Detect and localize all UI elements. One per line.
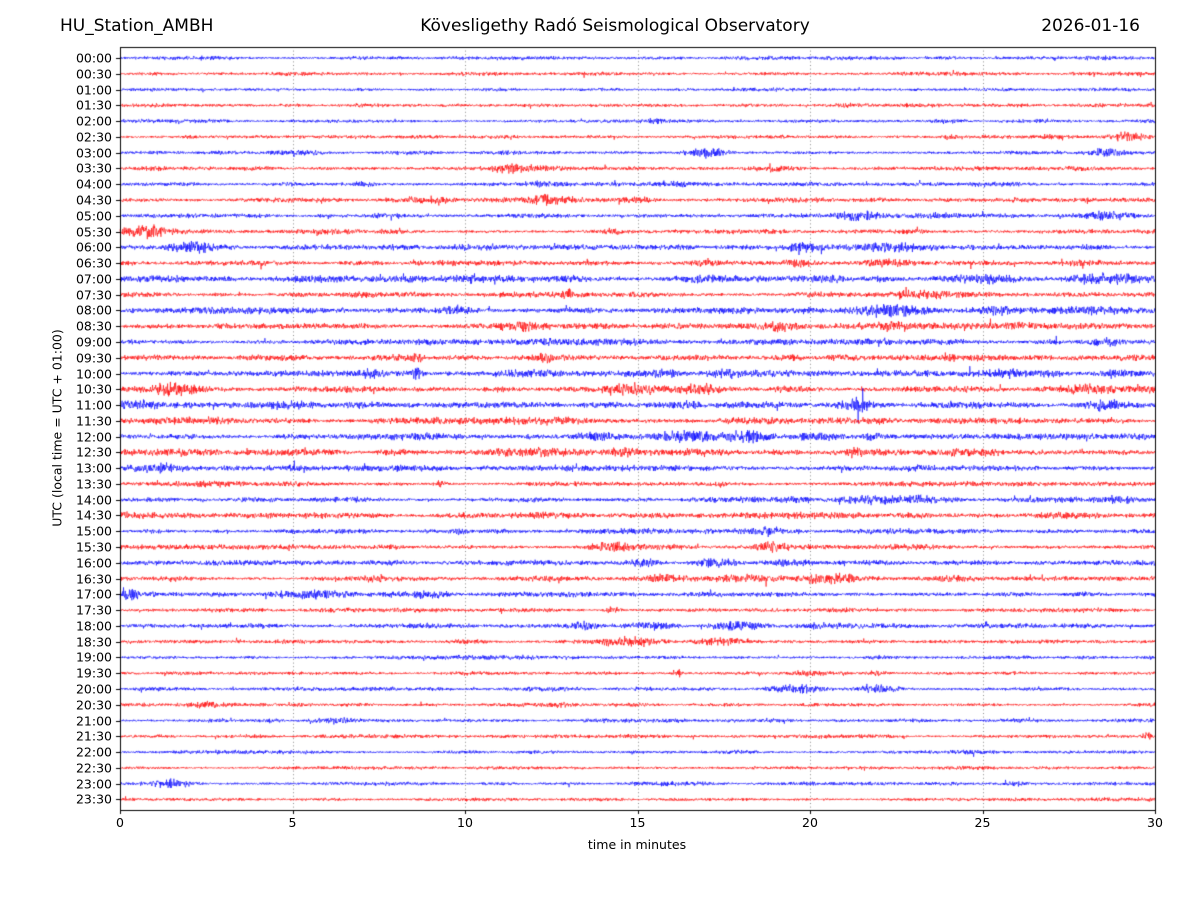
y-tick-label: 03:30 xyxy=(75,160,112,176)
y-tick-label: 20:00 xyxy=(75,681,112,697)
x-axis-label: time in minutes xyxy=(587,837,687,852)
y-axis-label: UTC (local time = UTC + 01:00) xyxy=(49,329,65,527)
y-tick-label: 05:30 xyxy=(75,224,112,240)
y-tick-label: 08:30 xyxy=(75,318,112,334)
x-tick-label: 0 xyxy=(116,815,124,830)
y-tick-label: 12:30 xyxy=(75,444,112,460)
y-tick-label: 10:30 xyxy=(75,381,112,397)
y-tick-label: 18:00 xyxy=(75,618,112,634)
x-tick-label: 25 xyxy=(974,815,991,830)
y-tick-label: 08:00 xyxy=(75,302,112,318)
y-tick-label: 21:30 xyxy=(75,728,112,744)
y-tick-label: 05:00 xyxy=(75,208,112,224)
y-tick-label: 23:00 xyxy=(75,776,112,792)
y-tick-label: 22:00 xyxy=(75,744,112,760)
y-tick-label: 07:00 xyxy=(75,271,112,287)
y-tick-label: 01:30 xyxy=(75,97,112,113)
y-tick-label: 13:00 xyxy=(75,460,112,476)
y-tick-label: 15:30 xyxy=(75,539,112,555)
observatory-title: Kövesligethy Radó Seismological Observat… xyxy=(420,16,810,36)
y-tick-label: 09:30 xyxy=(75,350,112,366)
y-tick-label: 14:00 xyxy=(75,492,112,508)
y-tick-label: 06:30 xyxy=(75,255,112,271)
y-tick-label: 21:00 xyxy=(75,713,112,729)
y-tick-label: 02:00 xyxy=(75,113,112,129)
y-tick-label: 10:00 xyxy=(75,366,112,381)
y-tick-label: 01:00 xyxy=(75,82,112,98)
y-tick-label: 17:00 xyxy=(75,586,112,602)
y-tick-label: 09:00 xyxy=(75,334,112,350)
y-tick-label: 06:00 xyxy=(75,239,112,255)
y-tick-label: 00:00 xyxy=(75,50,112,66)
y-tick-label: 17:30 xyxy=(75,602,112,618)
x-tick-label: 20 xyxy=(802,815,818,830)
y-tick-label: 19:30 xyxy=(75,665,112,681)
y-tick-label: 02:30 xyxy=(75,129,112,145)
station-title: HU_Station_AMBH xyxy=(60,16,214,36)
y-tick-label: 19:00 xyxy=(75,649,112,665)
y-tick-label: 11:00 xyxy=(75,397,112,413)
y-tick-label: 04:30 xyxy=(75,192,112,208)
x-tick-label: 30 xyxy=(1147,815,1163,830)
y-tick-label: 15:00 xyxy=(75,523,112,539)
y-tick-label: 12:00 xyxy=(75,429,112,445)
y-tick-label: 00:30 xyxy=(75,66,112,82)
y-tick-label: 13:30 xyxy=(75,476,112,492)
x-tick-label: 5 xyxy=(288,815,297,830)
x-tick-label: 10 xyxy=(457,815,473,830)
y-tick-label: 04:00 xyxy=(75,176,112,192)
y-tick-label: 22:30 xyxy=(75,760,112,776)
y-tick-label: 18:30 xyxy=(75,634,112,650)
y-tick-label: 07:30 xyxy=(75,287,112,303)
title-row: HU_Station_AMBH Kövesligethy Radó Seismo… xyxy=(0,16,1200,40)
y-tick-label: 11:30 xyxy=(75,413,112,429)
x-tick-label: 15 xyxy=(629,815,646,830)
y-tick-label: 20:30 xyxy=(75,697,112,713)
date-title: 2026-01-16 xyxy=(1041,16,1140,36)
y-tick-label: 03:00 xyxy=(75,145,112,161)
y-tick-label: 14:30 xyxy=(75,507,112,523)
y-tick-label: 16:30 xyxy=(75,571,112,587)
y-tick-label: 16:00 xyxy=(75,555,112,571)
y-tick-label: 23:30 xyxy=(75,791,112,807)
